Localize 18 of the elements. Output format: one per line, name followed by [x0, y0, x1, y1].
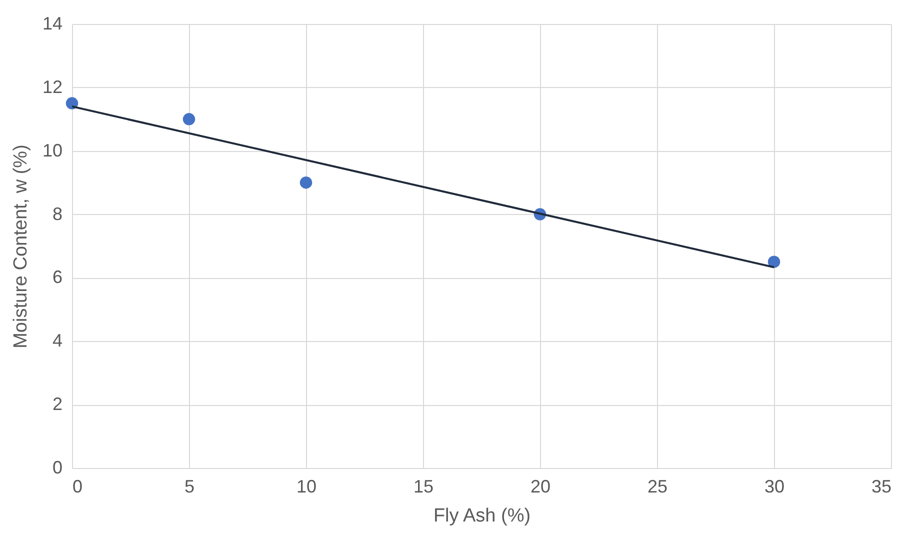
y-axis-title: Moisture Content, w (%) — [10, 144, 32, 348]
y-tick-label: 14 — [42, 14, 62, 34]
x-tick-label: 30 — [764, 476, 785, 496]
y-tick-label: 12 — [42, 76, 62, 97]
x-tick-label: 20 — [530, 476, 551, 496]
y-tick-label: 6 — [52, 267, 62, 288]
x-tick-label: 35 — [871, 476, 892, 496]
y-tick-label: 10 — [42, 140, 62, 160]
y-tick-label: 2 — [52, 394, 62, 414]
y-tick-label: 4 — [52, 330, 62, 351]
x-tick-label: 5 — [184, 476, 195, 496]
x-tick-label: 0 — [72, 476, 83, 496]
y-tick-label: 0 — [52, 458, 62, 478]
x-tick-label: 10 — [296, 476, 317, 496]
x-tick-label: 25 — [647, 476, 668, 496]
x-axis-title: Fly Ash (%) — [433, 506, 531, 526]
y-tick-label: 8 — [52, 204, 62, 224]
x-tick-label: 15 — [413, 476, 434, 496]
